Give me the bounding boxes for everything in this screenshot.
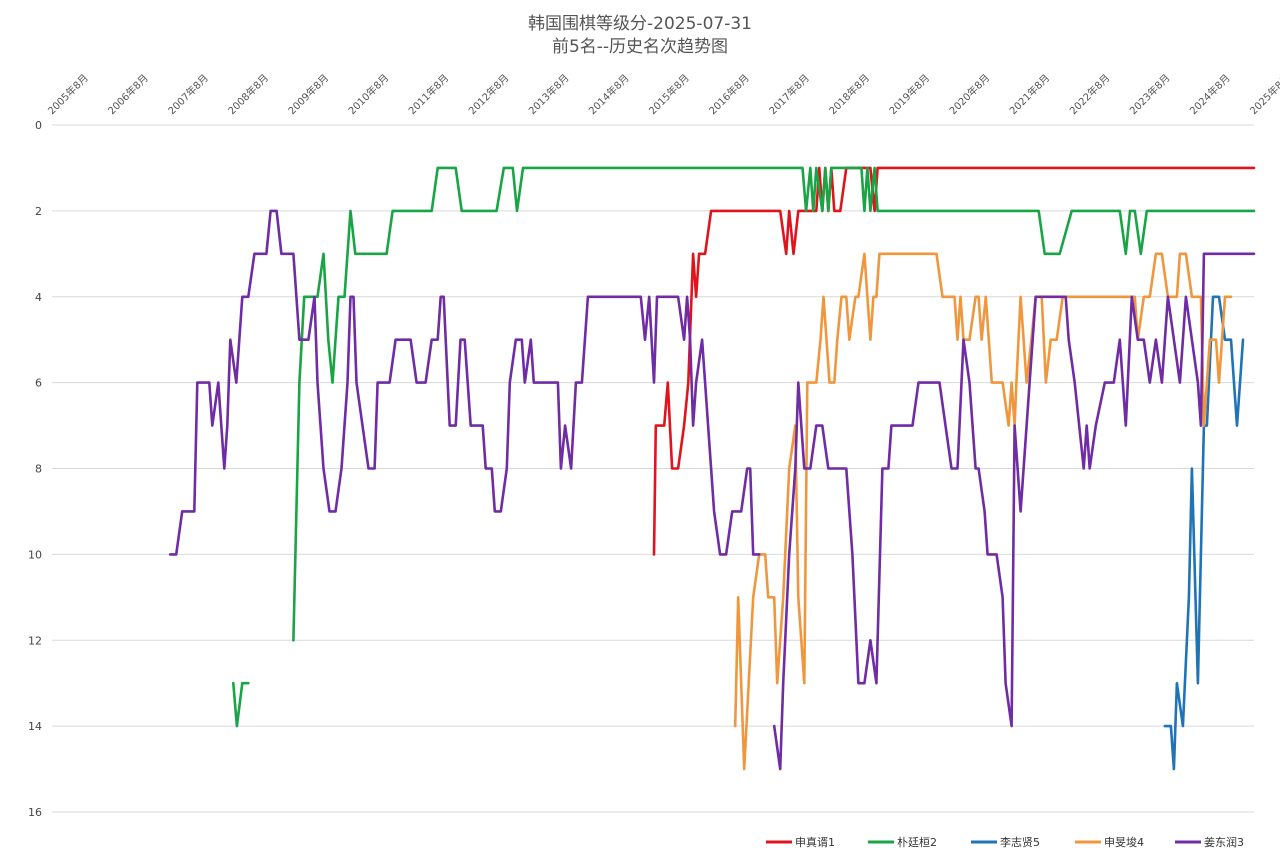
x-tick-label: 2015年8月 xyxy=(646,71,692,117)
x-tick-label: 2013年8月 xyxy=(526,71,572,117)
gridlines xyxy=(52,124,1254,813)
x-tick-label: 2006年8月 xyxy=(105,71,151,117)
chart-subtitle-text: 前5名--历史名次趋势图 xyxy=(552,37,728,57)
x-tick-label: 2018年8月 xyxy=(826,71,872,117)
x-tick-label: 2022年8月 xyxy=(1067,71,1113,117)
x-tick-label: 2023年8月 xyxy=(1127,71,1173,117)
y-tick-label: 4 xyxy=(35,291,42,304)
x-tick-label: 2010年8月 xyxy=(345,71,391,117)
x-tick-label: 2009年8月 xyxy=(285,71,331,117)
x-tick-label: 2025年8月 xyxy=(1247,71,1280,117)
legend-item-4[interactable]: 申旻埈4 xyxy=(1075,835,1144,849)
x-tick-label: 2017年8月 xyxy=(766,71,812,117)
x-tick-label: 2020年8月 xyxy=(946,71,992,117)
legend-label: 朴廷桓2 xyxy=(897,835,937,849)
series-line-5-segment-1 xyxy=(168,209,761,556)
x-tick-label: 2016年8月 xyxy=(706,71,752,117)
legend-label: 姜东润3 xyxy=(1204,835,1244,849)
legend-item-3[interactable]: 李志贤5 xyxy=(971,835,1040,849)
x-tick-label: 2005年8月 xyxy=(45,71,91,117)
series-line-1-segment-1 xyxy=(652,166,1256,556)
legend[interactable]: 申真谞1 朴廷桓2 李志贤5 申旻埈4 姜东润3 xyxy=(766,835,1244,849)
y-tick-label: 6 xyxy=(35,377,42,390)
legend-item-2[interactable]: 朴廷桓2 xyxy=(868,835,937,849)
x-tick-label: 2021年8月 xyxy=(1007,71,1053,117)
x-axis-ticks: 2005年8月 2006年8月 2007年8月 2008年8月 2009年8月 2010年… xyxy=(45,71,1280,117)
x-tick-label: 2014年8月 xyxy=(586,71,632,117)
x-tick-label: 2007年8月 xyxy=(165,71,211,117)
x-tick-label: 2008年8月 xyxy=(225,71,271,117)
x-tick-label: 2012年8月 xyxy=(466,71,512,117)
y-tick-label: 8 xyxy=(35,463,42,476)
series-line-2-segment-1 xyxy=(232,681,250,728)
legend-label: 申真谞1 xyxy=(795,835,835,849)
y-tick-label: 16 xyxy=(28,806,42,819)
series-line-3-segment-1 xyxy=(1163,295,1245,771)
legend-label: 申旻埈4 xyxy=(1104,835,1144,849)
y-tick-label: 14 xyxy=(28,720,42,733)
series-line-4-segment-1 xyxy=(733,252,1233,771)
chart-title-text: 韩国围棋等级分-2025-07-31 xyxy=(528,14,752,34)
y-tick-label: 2 xyxy=(35,205,42,218)
y-tick-label: 0 xyxy=(35,119,42,132)
y-tick-label: 12 xyxy=(28,634,42,647)
series-line-5-segment-2 xyxy=(772,252,1256,771)
x-tick-label: 2011年8月 xyxy=(406,71,452,117)
y-tick-label: 10 xyxy=(28,548,42,561)
series-lines xyxy=(168,166,1256,771)
x-tick-label: 2019年8月 xyxy=(886,71,932,117)
series-line-2-segment-2 xyxy=(292,166,1256,642)
legend-item-1[interactable]: 申真谞1 xyxy=(766,835,835,849)
legend-label: 李志贤5 xyxy=(1000,835,1040,849)
x-tick-label: 2024年8月 xyxy=(1187,71,1233,117)
y-axis-ticks: 0 2 4 6 8 10 12 14 16 xyxy=(28,119,42,819)
chart-title: 韩国围棋等级分-2025-07-31 前5名--历史名次趋势图 xyxy=(528,14,752,57)
legend-item-5[interactable]: 姜东润3 xyxy=(1175,835,1244,849)
